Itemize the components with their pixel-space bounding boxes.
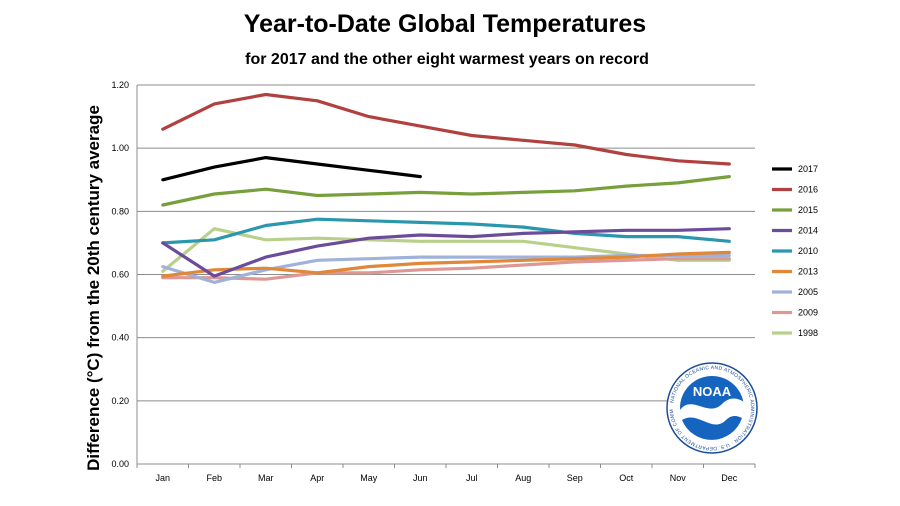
chart-title: Year-to-Date Global Temperatures bbox=[244, 10, 646, 38]
y-tick-label: 0.40 bbox=[111, 333, 129, 343]
series-line-2013 bbox=[161, 250, 731, 278]
y-tick-label: 0.80 bbox=[111, 206, 129, 216]
x-tick-label: Nov bbox=[670, 473, 687, 483]
legend-label: 2013 bbox=[798, 267, 818, 277]
gridlines bbox=[136, 84, 756, 468]
series-line-2016 bbox=[161, 92, 731, 166]
x-tick-label: Sep bbox=[567, 473, 583, 483]
legend-label: 2015 bbox=[798, 205, 818, 215]
legend-label: 2014 bbox=[798, 226, 818, 236]
legend-label: 2009 bbox=[798, 308, 818, 318]
x-tick-label: Feb bbox=[206, 473, 222, 483]
x-tick-label: Dec bbox=[721, 473, 738, 483]
noaa-logo: NATIONAL OCEANIC AND ATMOSPHERIC ADMINIS… bbox=[666, 362, 758, 454]
x-tick-label: Oct bbox=[619, 473, 634, 483]
x-tick-label: Jun bbox=[413, 473, 428, 483]
series-line-2009 bbox=[161, 257, 731, 281]
x-tick-label: Mar bbox=[258, 473, 274, 483]
y-tick-label: 0.20 bbox=[111, 396, 129, 406]
series-line-2014 bbox=[161, 227, 731, 278]
series-line-2010 bbox=[161, 217, 731, 245]
y-tick-label: 0.60 bbox=[111, 270, 129, 280]
y-tick-labels: 0.00 0.20 0.40 0.60 0.80 1.00 1.20 bbox=[111, 80, 129, 469]
x-tick-label: Jul bbox=[466, 473, 478, 483]
x-tick-label: Apr bbox=[310, 473, 324, 483]
logo-wordmark: NOAA bbox=[693, 384, 732, 399]
legend-label: 2005 bbox=[798, 287, 818, 297]
legend-label: 1998 bbox=[798, 328, 818, 338]
legend: 2017 2016 2015 2014 2010 2013 2005 2009 1998 bbox=[772, 164, 818, 338]
x-tick-labels: Jan Feb Mar Apr May Jun Jul Aug Sep Oct Nov Dec bbox=[155, 473, 737, 483]
x-tick-label: Jan bbox=[155, 473, 170, 483]
y-tick-label: 1.00 bbox=[111, 143, 129, 153]
y-tick-label: 1.20 bbox=[111, 80, 129, 90]
logo-wave-icon bbox=[682, 416, 742, 440]
chart-subtitle: for 2017 and the other eight warmest yea… bbox=[245, 51, 649, 68]
series-lines bbox=[161, 92, 731, 284]
legend-label: 2017 bbox=[798, 164, 818, 174]
y-axis-label: Difference (°C) from the 20th century av… bbox=[84, 105, 103, 471]
legend-label: 2016 bbox=[798, 185, 818, 195]
x-tick-label: Aug bbox=[515, 473, 531, 483]
y-tick-label: 0.00 bbox=[111, 459, 129, 469]
series-line-2017 bbox=[161, 156, 422, 182]
legend-label: 2010 bbox=[798, 246, 818, 256]
x-tick-label: May bbox=[360, 473, 378, 483]
series-line-2015 bbox=[161, 175, 731, 207]
